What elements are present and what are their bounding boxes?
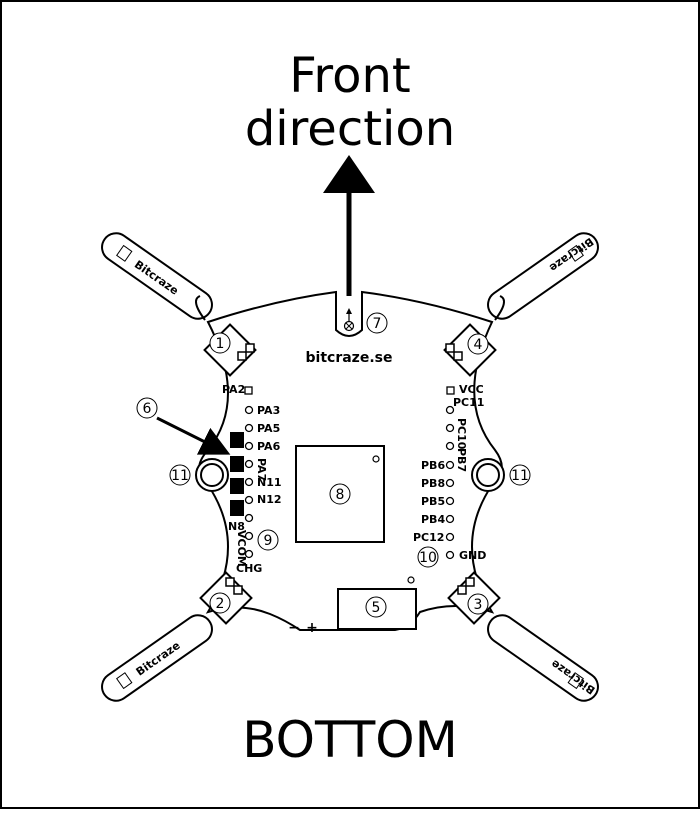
svg-text:9: 9 — [264, 533, 273, 549]
svg-text:3: 3 — [474, 597, 483, 613]
led-blocks — [230, 432, 244, 516]
svg-text:PC12: PC12 — [413, 531, 444, 544]
svg-text:PA2: PA2 — [222, 383, 245, 396]
svg-text:PA7: PA7 — [255, 458, 268, 481]
svg-text:VCC: VCC — [459, 383, 484, 396]
svg-text:PB4: PB4 — [421, 513, 445, 526]
svg-text:7: 7 — [373, 316, 382, 332]
polarity-minus: − — [288, 620, 300, 636]
svg-text:4: 4 — [474, 337, 483, 353]
svg-text:8: 8 — [336, 487, 345, 503]
callout-6-arrow — [156, 416, 231, 455]
title-direction: direction — [245, 101, 455, 157]
svg-text:N12: N12 — [257, 493, 282, 506]
svg-text:PC10: PC10 — [455, 418, 468, 450]
front-marker — [343, 308, 355, 332]
right-pads — [445, 386, 455, 560]
svg-text:VCOM: VCOM — [235, 530, 248, 567]
svg-text:PB5: PB5 — [421, 495, 445, 508]
svg-text:10: 10 — [419, 550, 437, 566]
svg-text:GND: GND — [459, 549, 486, 562]
svg-text:N11: N11 — [257, 476, 282, 489]
mounting-holes — [195, 458, 505, 492]
svg-text:PB7: PB7 — [455, 448, 468, 472]
polarity-plus: + — [306, 620, 318, 636]
svg-text:5: 5 — [372, 600, 381, 616]
svg-text:PC11: PC11 — [453, 396, 484, 409]
footer-bottom: BOTTOM — [242, 711, 457, 769]
svg-text:PA5: PA5 — [257, 422, 280, 435]
connector-pins — [225, 343, 475, 595]
left-pads — [244, 386, 254, 559]
svg-text:PA3: PA3 — [257, 404, 280, 417]
svg-text:PB6: PB6 — [421, 459, 445, 472]
right-pin-labels: VCC PC11 PC10 PB7 PB6 PB8 PB5 PB4 PC12 G… — [413, 383, 486, 562]
board-inner-edges — [195, 295, 505, 321]
svg-text:N8: N8 — [228, 520, 245, 533]
svg-text:11: 11 — [171, 468, 189, 484]
svg-text:11: 11 — [511, 468, 529, 484]
svg-text:1: 1 — [216, 336, 225, 352]
svg-text:2: 2 — [216, 596, 225, 612]
callout-numbers — [136, 312, 531, 618]
callout-labels: 1 2 3 4 5 6 7 8 9 10 11 11 — [143, 316, 529, 616]
svg-text:6: 6 — [143, 401, 152, 417]
brand-url: bitcraze.se — [306, 350, 393, 366]
svg-text:PB8: PB8 — [421, 477, 445, 490]
left-pin-labels: PA2 PA3 PA5 PA6 PA7 N11 N12 N8 VCOM CHG — [222, 383, 282, 575]
svg-text:PA6: PA6 — [257, 440, 281, 453]
title-front: Front — [289, 48, 410, 104]
front-direction-arrow — [323, 155, 375, 296]
svg-text:CHG: CHG — [236, 562, 262, 575]
